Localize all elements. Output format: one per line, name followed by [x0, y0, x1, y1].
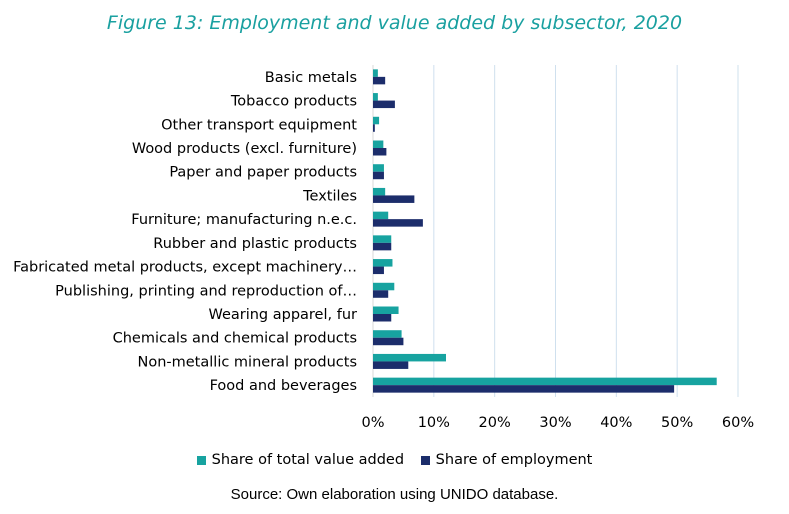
bar-value-added: [373, 164, 384, 172]
category-label: Chemicals and chemical products: [113, 331, 357, 347]
x-tick-label: 40%: [600, 415, 632, 431]
bars: [373, 69, 717, 393]
bar-employment: [373, 385, 675, 393]
legend-label-value-added: Share of total value added: [211, 452, 405, 468]
category-label: Wood products (excl. furniture): [132, 141, 357, 157]
bar-employment: [373, 171, 384, 180]
x-tick-label: 60%: [722, 415, 754, 431]
bar-value-added: [373, 235, 392, 243]
category-label: Food and beverages: [210, 378, 357, 394]
bar-value-added: [373, 353, 446, 362]
bar-employment: [373, 314, 392, 322]
legend-item-value-added: Share of total value added: [196, 452, 405, 468]
bar-employment: [373, 337, 404, 346]
category-labels: Basic metals Tobacco products Other transp…: [13, 70, 357, 394]
bar-employment: [373, 266, 384, 275]
x-tick-labels: 0% 10% 20% 30% 40% 50% 60%: [361, 415, 754, 431]
category-label: Fabricated metal products, except machin…: [13, 260, 357, 276]
bar-chart: Basic metals Tobacco products Other transp…: [13, 65, 754, 431]
legend: Share of total value added Share of empl…: [0, 452, 789, 468]
bar-value-added: [373, 140, 384, 148]
bar-value-added: [373, 211, 389, 220]
x-tick-label: 20%: [479, 415, 511, 431]
bar-value-added: [373, 306, 399, 314]
bar-employment: [373, 361, 409, 369]
legend-label-employment: Share of employment: [435, 452, 593, 468]
legend-item-employment: Share of employment: [420, 452, 593, 468]
category-label: Other transport equipment: [161, 117, 357, 133]
chart-title: Figure 13: Employment and value added by…: [106, 12, 683, 34]
x-tick-label: 0%: [361, 415, 384, 431]
legend-swatch-employment: [420, 455, 430, 465]
bar-value-added: [373, 187, 386, 196]
bar-employment: [373, 124, 375, 132]
bar-employment: [373, 290, 389, 298]
x-tick-label: 50%: [661, 415, 693, 431]
category-label: Basic metals: [265, 70, 357, 86]
category-label: Wearing apparel, fur: [208, 307, 357, 323]
bar-employment: [373, 76, 386, 85]
category-label: Rubber and plastic products: [153, 236, 357, 252]
x-tick-label: 30%: [539, 415, 571, 431]
bar-value-added: [373, 93, 378, 101]
bar-employment: [373, 148, 387, 156]
bar-value-added: [373, 69, 378, 77]
category-label: Paper and paper products: [169, 165, 357, 181]
category-label: Publishing, printing and reproduction of…: [55, 283, 357, 299]
gridlines: [372, 65, 739, 397]
bar-employment: [373, 195, 415, 203]
bar-employment: [373, 242, 392, 251]
category-label: Textiles: [302, 188, 357, 204]
x-tick-label: 10%: [418, 415, 450, 431]
source-note: Source: Own elaboration using UNIDO data…: [230, 486, 559, 503]
bar-employment: [373, 100, 395, 109]
bar-value-added: [373, 259, 393, 267]
bar-value-added: [373, 330, 402, 338]
category-label: Non-metallic mineral products: [138, 354, 358, 370]
legend-swatch-value-added: [196, 455, 206, 465]
bar-value-added: [373, 116, 380, 125]
bar-employment: [373, 219, 423, 227]
bar-value-added: [373, 282, 395, 291]
category-label: Furniture; manufacturing n.e.c.: [131, 212, 357, 228]
category-label: Tobacco products: [230, 94, 357, 110]
bar-value-added: [373, 377, 717, 386]
